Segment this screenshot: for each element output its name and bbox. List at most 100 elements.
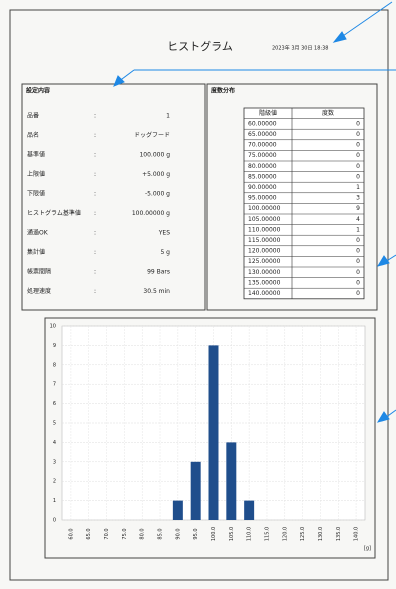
table-class: 95.00000 [248, 195, 277, 202]
table-class: 75.00000 [248, 152, 277, 159]
table-class: 115.00000 [248, 237, 281, 244]
x-tick-label: 85.0 [158, 528, 164, 539]
annotation-arrows [113, 1, 396, 423]
table-class: 120.00000 [248, 248, 281, 255]
setting-label: ヒストグラム基準値 [27, 209, 81, 217]
x-tick-label: 125.0 [300, 527, 306, 541]
x-tick-label: 140.0 [354, 527, 360, 541]
y-tick-label: 9 [53, 343, 56, 349]
setting-label: 品名 [27, 131, 39, 139]
y-tick-label: 3 [53, 459, 56, 465]
setting-value: 30.5 min [143, 288, 170, 295]
y-tick-label: 1 [53, 498, 56, 504]
table-count: 3 [356, 195, 360, 202]
table-class: 85.00000 [248, 173, 277, 180]
table-count: 0 [356, 290, 360, 297]
doc-date: 2023年 3月 30日 18:38 [272, 45, 328, 52]
table-count: 0 [356, 173, 360, 180]
y-tick-label: 4 [53, 440, 56, 446]
bar [244, 500, 255, 520]
y-tick-label: 7 [53, 382, 56, 388]
setting-label: 品番 [27, 113, 39, 120]
x-tick-label: 115.0 [264, 527, 270, 541]
x-tick-label: 90.0 [175, 528, 181, 539]
table-class: 105.00000 [248, 216, 281, 223]
setting-separator: : [94, 249, 96, 256]
table-count: 0 [356, 120, 360, 127]
setting-label: 帳票間隔 [27, 268, 51, 276]
table-count: 0 [356, 142, 360, 149]
setting-label: 上限値 [27, 170, 45, 178]
setting-separator: : [94, 152, 96, 159]
x-unit: [g] [364, 546, 371, 552]
frequency-title: 度数分布 [211, 87, 235, 95]
setting-value: 1 [166, 113, 170, 120]
doc-title: ヒストグラム [167, 39, 233, 53]
setting-separator: : [94, 230, 96, 237]
setting-label: 基準値 [27, 151, 45, 159]
setting-label: 下限値 [27, 190, 45, 198]
y-tick-label: 6 [53, 401, 56, 407]
setting-separator: : [94, 113, 96, 120]
setting-label: 集計値 [27, 248, 45, 256]
y-tick-label: 5 [53, 421, 56, 427]
setting-value: 100.000 g [139, 152, 170, 159]
bar [172, 500, 183, 520]
table-count: 9 [356, 205, 360, 212]
table-class: 110.00000 [248, 226, 281, 233]
setting-value: 5 g [160, 249, 170, 256]
chart-box [44, 317, 376, 559]
bar [190, 461, 201, 520]
table-class: 130.00000 [248, 269, 281, 276]
table-count: 0 [356, 279, 360, 286]
table-class: 140.00000 [248, 290, 281, 297]
setting-separator: : [94, 191, 96, 198]
y-tick-label: 2 [53, 479, 56, 485]
table-class: 100.00000 [248, 205, 281, 212]
x-tick-label: 130.0 [318, 527, 324, 541]
setting-value: -5.000 g [145, 191, 170, 198]
x-tick-label: 80.0 [140, 528, 146, 539]
table-header: 度数 [322, 109, 334, 117]
x-tick-label: 110.0 [247, 527, 253, 541]
table-class: 65.00000 [248, 131, 277, 138]
setting-separator: : [94, 210, 96, 217]
frequency-box [206, 83, 378, 311]
y-tick-label: 10 [50, 324, 56, 330]
table-header: 階級値 [259, 109, 277, 117]
x-tick-label: 120.0 [282, 527, 288, 541]
x-tick-label: 105.0 [229, 527, 235, 541]
x-tick-label: 65.0 [86, 528, 92, 539]
x-tick-label: 70.0 [104, 528, 110, 539]
bar [226, 442, 237, 520]
x-tick-label: 95.0 [193, 528, 199, 539]
table-count: 1 [356, 226, 360, 233]
table-class: 60.00000 [248, 120, 277, 127]
setting-separator: : [94, 132, 96, 139]
setting-value: 99 Bars [147, 269, 170, 276]
setting-separator: : [94, 288, 96, 295]
setting-label: 処理速度 [27, 287, 51, 295]
table-count: 1 [356, 184, 360, 191]
table-class: 135.00000 [248, 279, 281, 286]
y-tick-label: 0 [53, 518, 56, 524]
bar [208, 345, 219, 520]
setting-separator: : [94, 269, 96, 276]
table-count: 0 [356, 131, 360, 138]
x-tick-label: 100.0 [211, 527, 217, 541]
table-count: 0 [356, 152, 360, 159]
setting-label: 通過OK [27, 229, 49, 237]
setting-value: +5.000 g [142, 171, 170, 178]
setting-value: ドッグフード [134, 131, 170, 139]
table-class: 125.00000 [248, 258, 281, 265]
table-count: 0 [356, 248, 360, 255]
page-border [9, 9, 389, 581]
settings-title: 設定内容 [26, 87, 50, 95]
table-count: 0 [356, 269, 360, 276]
x-tick-label: 60.0 [68, 528, 74, 539]
table-class: 90.00000 [248, 184, 277, 191]
setting-value: YES [158, 230, 170, 237]
y-tick-label: 8 [53, 362, 56, 368]
